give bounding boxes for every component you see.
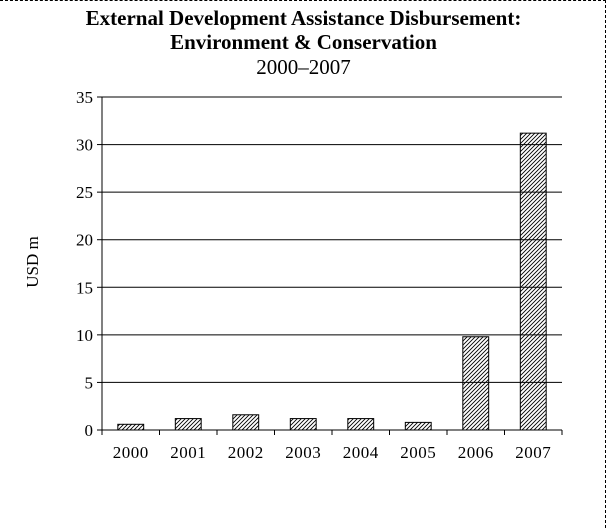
bar-2001 [174,418,202,431]
axes: 0 5 10 15 20 25 30 35 2000 2001 2002 2003 2004 2005 20… [76,88,563,462]
chart-subtitle: 2000–2007 [256,55,351,79]
bar-2000 [117,423,145,431]
y-tick-label: 25 [76,183,93,202]
y-tick-label: 20 [76,231,93,250]
x-tick-label: 2004 [343,443,379,462]
chart-title-line-2: Environment & Conservation [170,30,437,54]
x-tick-label: 2002 [228,443,264,462]
x-tick-label: 2006 [458,443,494,462]
bars [117,132,547,431]
x-tick-label: 2001 [170,443,206,462]
bar-2004 [347,418,375,431]
y-tick-label: 35 [76,88,93,107]
bar-2007 [519,132,547,431]
bar-2006 [462,336,490,431]
y-tick-label: 5 [85,373,94,392]
y-tick-label: 0 [85,421,94,440]
bar-2005 [404,421,432,431]
x-tick-label: 2000 [113,443,149,462]
y-tick-label: 10 [76,326,93,345]
x-tick-label: 2003 [285,443,321,462]
bar-2003 [289,418,317,431]
bar-2002 [232,414,260,431]
x-tick-label: 2005 [400,443,436,462]
y-axis-label: USD m [23,236,42,287]
chart-title: External Development Assistance Disburse… [85,6,522,30]
x-tick-label: 2007 [515,443,551,462]
y-tick-label: 15 [76,278,93,297]
y-tick-label: 30 [76,136,93,155]
gridlines [102,96,562,383]
